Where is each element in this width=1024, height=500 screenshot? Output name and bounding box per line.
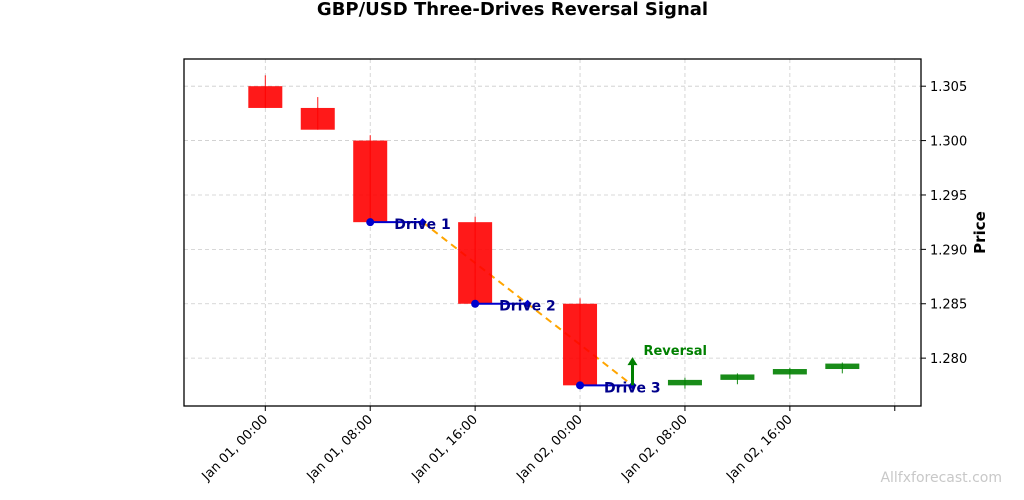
candle-body [772, 369, 807, 375]
drive-label: Drive 2 [499, 299, 556, 315]
candle-body [825, 363, 860, 370]
reversal-label: Reversal [643, 344, 707, 359]
chart-title: GBP/USD Three-Drives Reversal Signal [317, 0, 708, 20]
y-tick-label: 1.305 [930, 80, 967, 95]
candle-body [720, 374, 755, 380]
drive-end-marker [418, 218, 427, 227]
candle-body [353, 140, 388, 223]
plot-frame [183, 58, 922, 407]
y-tick-label: 1.280 [930, 352, 967, 367]
x-tick-label: Jan 02, 08:00 [618, 412, 690, 484]
drive-marker [471, 299, 480, 308]
reversal-arrow-head [627, 357, 638, 366]
x-tick-label: Jan 02, 00:00 [513, 412, 585, 484]
candle-body [248, 86, 283, 108]
y-tick-label: 1.295 [930, 189, 967, 204]
drive-end-marker [523, 299, 532, 308]
watermark: Allfxforecast.com [880, 470, 1002, 486]
candle-body [667, 379, 702, 386]
candle-body [458, 222, 493, 304]
drive-label: Drive 1 [394, 217, 451, 233]
x-tick-label: Jan 01, 00:00 [199, 412, 271, 484]
y-tick-label: 1.290 [930, 243, 967, 258]
y-tick-label: 1.300 [930, 135, 967, 150]
drive-marker [576, 381, 585, 390]
candle-body [563, 303, 598, 386]
x-tick-label: Jan 02, 16:00 [723, 412, 795, 484]
y-tick-label: 1.285 [930, 298, 967, 313]
drive-label: Drive 3 [604, 380, 661, 396]
x-tick-label: Jan 01, 08:00 [304, 412, 376, 484]
drive-marker [366, 218, 375, 227]
x-tick-label: Jan 01, 16:00 [409, 412, 481, 484]
y-axis-label: Price [971, 211, 989, 254]
candle-body [300, 107, 335, 130]
